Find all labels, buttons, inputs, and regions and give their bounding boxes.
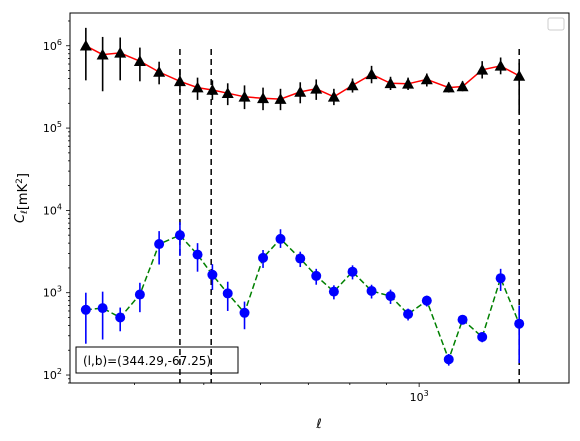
- y-tick-label: 102: [43, 367, 62, 382]
- data-point-circle: [174, 230, 185, 241]
- data-point-triangle: [420, 73, 433, 85]
- y-axis-label-unit: [mK: [16, 183, 31, 210]
- data-point-triangle: [79, 39, 92, 51]
- data-point-triangle: [327, 90, 340, 102]
- y-tick-label: 103: [43, 285, 62, 300]
- data-point-circle: [134, 289, 145, 300]
- y-tick-exponent: 3: [57, 285, 62, 294]
- y-tick-label: 106: [43, 38, 62, 53]
- data-point-circle: [385, 291, 396, 302]
- y-axis-label-symbol: C: [13, 213, 28, 223]
- data-point-circle: [495, 273, 506, 284]
- y-axis-label: Cℓ[mK2]: [13, 173, 31, 223]
- data-point-circle: [97, 303, 108, 314]
- data-point-circle: [421, 295, 432, 306]
- data-point-circle: [207, 269, 218, 280]
- data-point-circle: [328, 286, 339, 297]
- axis-ticks: [66, 20, 420, 387]
- y-tick-label: 105: [43, 120, 62, 135]
- x-tick-label: 103: [410, 389, 429, 404]
- data-point-circle: [239, 307, 250, 318]
- coordinate-annotation: (l,b)=(344.29,-67.25): [75, 346, 239, 374]
- data-point-triangle: [133, 55, 146, 66]
- data-point-circle: [347, 266, 358, 277]
- data-point-circle: [403, 309, 414, 320]
- data-point-triangle: [442, 81, 455, 93]
- y-tick-base: 10: [43, 369, 57, 382]
- series-line: [85, 234, 520, 362]
- x-axis-label: ℓ: [315, 417, 321, 432]
- data-point-triangle: [191, 81, 204, 93]
- data-point-circle: [457, 314, 468, 325]
- series-1: [80, 222, 525, 366]
- data-point-triangle: [274, 93, 287, 104]
- data-point-triangle: [257, 92, 270, 104]
- data-point-circle: [311, 270, 322, 281]
- y-tick-label: 104: [43, 202, 62, 217]
- data-point-triangle: [221, 87, 234, 99]
- data-point-circle: [514, 318, 525, 329]
- data-point-circle: [443, 354, 454, 365]
- data-point-triangle: [310, 82, 323, 94]
- data-point-circle: [366, 285, 377, 296]
- y-tick-exponent: 2: [57, 367, 62, 376]
- series-0: [79, 27, 526, 114]
- data-point-circle: [477, 331, 488, 342]
- data-point-triangle: [456, 80, 469, 92]
- data-point-triangle: [238, 90, 251, 102]
- annotation-text: (l,b)=(344.29,-67.25): [83, 354, 211, 368]
- data-point-triangle: [494, 59, 507, 71]
- x-tick-exponent: 3: [424, 389, 429, 398]
- data-point-circle: [80, 304, 91, 315]
- y-tick-base: 10: [43, 204, 57, 217]
- y-tick-base: 10: [43, 122, 57, 135]
- y-axis-label-unit-close: ]: [16, 173, 31, 178]
- y-tick-base: 10: [43, 40, 57, 53]
- y-axis-label-unit-sup: 2: [15, 178, 25, 184]
- data-point-triangle: [476, 63, 489, 75]
- data-point-triangle: [346, 79, 359, 91]
- y-tick-exponent: 6: [57, 38, 62, 47]
- data-point-circle: [295, 253, 306, 264]
- x-tick-base: 10: [410, 391, 424, 404]
- data-point-circle: [275, 233, 286, 244]
- legend-box: [547, 17, 565, 31]
- data-point-circle: [222, 288, 233, 299]
- data-point-triangle: [114, 46, 127, 58]
- data-point-circle: [258, 252, 269, 263]
- data-point-triangle: [206, 84, 219, 95]
- data-point-triangle: [384, 77, 397, 89]
- data-point-triangle: [96, 48, 109, 60]
- data-point-triangle: [153, 65, 166, 77]
- data-point-circle: [115, 312, 126, 323]
- y-tick-exponent: 5: [57, 120, 62, 129]
- data-point-triangle: [402, 77, 415, 89]
- data-point-triangle: [513, 69, 526, 81]
- y-tick-base: 10: [43, 287, 57, 300]
- y-axis-label-subscript: ℓ: [20, 210, 30, 215]
- plot-area: [79, 27, 526, 383]
- data-point-circle: [192, 249, 203, 260]
- data-point-circle: [154, 239, 165, 250]
- data-point-triangle: [173, 75, 186, 87]
- y-tick-exponent: 4: [57, 202, 62, 211]
- data-point-triangle: [365, 68, 378, 80]
- plot-frame: [69, 12, 570, 384]
- data-point-triangle: [294, 85, 307, 97]
